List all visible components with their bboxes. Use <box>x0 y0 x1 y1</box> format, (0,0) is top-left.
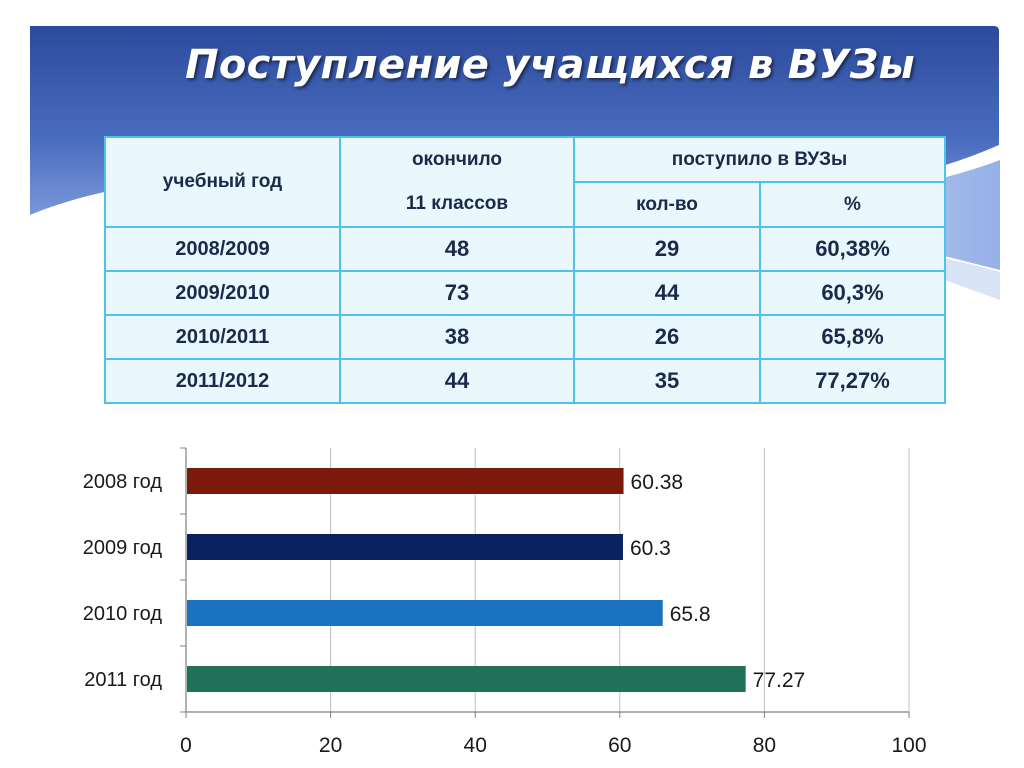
cell-year: 2009/2010 <box>104 270 341 316</box>
cell-graduated: 44 <box>339 358 575 404</box>
table-row: 2010/2011 38 26 65,8% <box>104 314 947 360</box>
cell-percent: 60,38% <box>758 226 947 272</box>
category-label: 2010 год <box>83 603 163 625</box>
x-tick-label: 0 <box>180 734 192 757</box>
cell-graduated: 73 <box>339 270 575 316</box>
header-count: кол-во <box>573 181 761 228</box>
value-label: 77.27 <box>753 669 806 692</box>
bar-chart: 0 20 40 60 80 100 2008 год 60.38 2009 год 60.3 201… <box>83 447 927 757</box>
cell-year: 2011/2012 <box>104 358 341 404</box>
cell-count: 26 <box>573 314 761 360</box>
cell-count: 35 <box>573 358 761 404</box>
table-row: 2011/2012 44 35 77,27% <box>104 358 947 404</box>
cell-count: 44 <box>573 270 761 316</box>
bar <box>187 534 623 560</box>
table-row: 2009/2010 73 44 60,3% <box>104 270 947 316</box>
x-tick-label: 100 <box>891 734 926 757</box>
admissions-table: учебный год окончило 11 классов поступил… <box>104 136 947 404</box>
bar <box>187 468 624 494</box>
x-tick-label: 60 <box>608 734 631 757</box>
chart-axes <box>180 447 910 718</box>
header-graduated-line1: окончило <box>411 149 503 170</box>
chart-labels: 0 20 40 60 80 100 2008 год 60.38 2009 год 60.3 201… <box>83 471 927 757</box>
value-label: 65.8 <box>670 603 711 626</box>
cell-percent: 60,3% <box>758 270 947 316</box>
value-label: 60.3 <box>630 537 671 560</box>
table-row: 2008/2009 48 29 60,38% <box>104 226 947 272</box>
cell-graduated: 48 <box>339 226 575 272</box>
bar <box>187 666 746 692</box>
chart-bars <box>187 468 746 692</box>
header-graduated: окончило 11 классов <box>339 136 575 228</box>
header-admitted: поступило в ВУЗы <box>572 136 947 183</box>
x-tick-label: 40 <box>464 734 487 757</box>
category-label: 2011 год <box>84 669 162 691</box>
cell-percent: 77,27% <box>758 358 947 404</box>
cell-year: 2008/2009 <box>104 226 341 272</box>
cell-graduated: 38 <box>339 314 575 360</box>
header-graduated-line2: 11 классов <box>405 193 509 214</box>
bar <box>187 600 663 626</box>
x-tick-label: 80 <box>753 734 776 757</box>
category-label: 2008 год <box>83 471 163 493</box>
cell-percent: 65,8% <box>758 314 947 360</box>
header-year: учебный год <box>104 136 341 228</box>
value-label: 60.38 <box>631 471 684 494</box>
slide-title: Поступление учащихся в ВУЗы <box>185 42 915 88</box>
cell-year: 2010/2011 <box>104 314 341 360</box>
category-label: 2009 год <box>83 537 163 559</box>
x-tick-label: 20 <box>319 734 342 757</box>
header-percent: % <box>758 181 947 228</box>
cell-count: 29 <box>573 226 761 272</box>
